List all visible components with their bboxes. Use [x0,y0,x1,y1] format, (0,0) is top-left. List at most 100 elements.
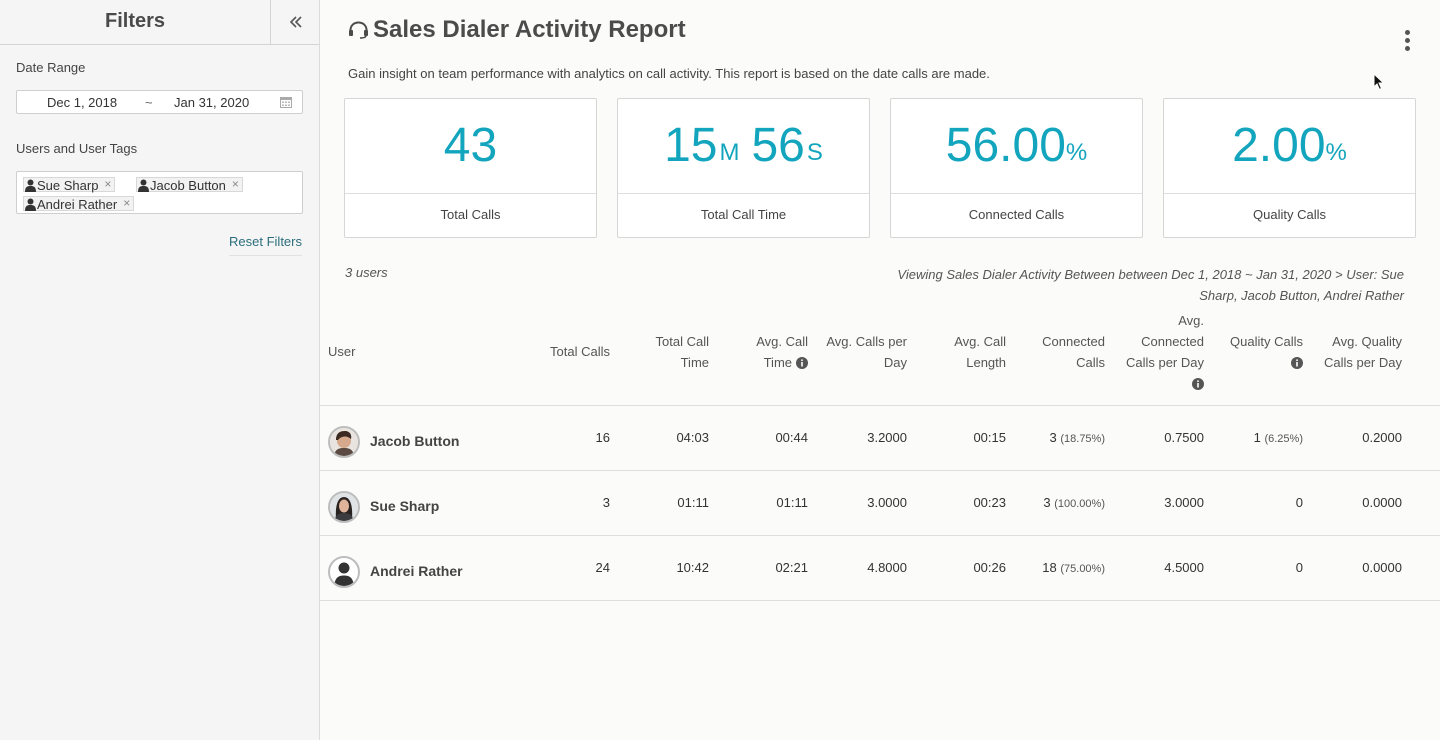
total-calls-cell: 24 [595,560,610,575]
avg-call-time-cell: 02:21 [775,560,808,575]
connected-percent: (75.00%) [1060,563,1105,575]
connected-count: 3 [1049,430,1057,445]
col-header-user[interactable]: User [328,344,356,359]
date-start-input[interactable]: Dec 1, 2018 [47,95,118,110]
tag-andrei-rather: Andrei Rather × [23,196,135,212]
quality-count: 1 [1253,430,1261,445]
viewing-line-2: Sharp, Jacob Button, Andrei Rather [1199,288,1404,303]
card-value: 15 M 56 S [618,99,869,194]
connected-calls-card: 56.00 % Connected Calls [890,98,1143,238]
card-label: Total Call Time [700,207,787,222]
remove-tag-icon[interactable]: × [104,177,112,191]
seconds-value: 56 [751,119,805,172]
calendar-icon[interactable] [280,96,292,108]
avg-connected-per-day-cell: 3.0000 [1164,495,1204,510]
user-name[interactable]: Jacob Button [370,433,460,449]
card-value: 56.00 % [891,99,1142,194]
col-header-avg-call-length[interactable]: Avg. Call Length [954,331,1006,373]
header-line: Avg. Quality [1332,334,1402,349]
header-line: Connected [1042,334,1105,349]
col-header-connected-calls[interactable]: Connected Calls [1042,331,1105,373]
user-icon [334,562,354,586]
connected-calls-cell: 18 (75.00%) [1042,560,1105,575]
header-line: Time [680,355,709,370]
user-name[interactable]: Sue Sharp [370,498,440,514]
header-line: Calls per Day [1125,355,1204,370]
user-count: 3 users [345,265,388,280]
total-calls-cell: 16 [595,430,610,445]
avg-connected-per-day-cell: 0.7500 [1164,430,1204,445]
remove-tag-icon[interactable]: × [123,196,131,210]
table-row[interactable]: Andrei Rather 24 10:42 02:21 4.8000 00:2… [320,536,1440,601]
info-icon[interactable] [1192,377,1204,390]
header-line: Day [883,355,907,370]
collapse-sidebar-button[interactable] [270,0,320,44]
page-subtitle: Gain insight on team performance with an… [348,66,990,81]
remove-tag-icon[interactable]: × [231,177,239,191]
total-call-time-cell: 10:42 [676,560,709,575]
info-icon[interactable] [1291,356,1303,369]
avg-call-length-cell: 00:15 [973,430,1006,445]
user-name[interactable]: Andrei Rather [370,563,463,579]
page-title: Sales Dialer Activity Report [373,16,686,43]
date-range-picker[interactable]: Dec 1, 2018 ~ Jan 31, 2020 [16,90,303,114]
card-label: Connected Calls [968,207,1065,222]
card-value: 43 [345,99,596,194]
connected-calls-value: 56.00 [945,119,1066,172]
avatar [328,556,360,588]
avg-call-length-cell: 00:23 [973,495,1006,510]
col-header-total-call-time[interactable]: Total Call Time [656,331,709,373]
header-line: Total Call [655,334,709,349]
avg-calls-per-day-cell: 3.2000 [867,430,907,445]
quality-percent: (6.25%) [1264,433,1303,445]
user-icon [25,179,36,192]
col-header-avg-connected-per-day[interactable]: Avg. Connected Calls per Day [1126,310,1204,394]
connected-calls-cell: 3 (18.75%) [1050,430,1106,445]
date-end-input[interactable]: Jan 31, 2020 [174,95,250,110]
avg-quality-per-day-cell: 0.0000 [1362,495,1402,510]
seconds-unit: S [806,139,823,166]
total-call-time-cell: 01:11 [677,495,709,510]
total-call-time-card: 15 M 56 S Total Call Time [617,98,870,238]
col-header-avg-call-time[interactable]: Avg. Call Time [756,331,808,373]
avg-quality-per-day-cell: 0.2000 [1362,430,1402,445]
tag-jacob-button: Jacob Button × [136,177,243,193]
header-line: Time [763,355,792,370]
tag-label: Jacob Button [150,178,226,193]
header-line: Calls [1076,355,1105,370]
tag-sue-sharp: Sue Sharp × [23,177,116,193]
header-line: Avg. [1178,313,1204,328]
table-row[interactable]: Sue Sharp 3 01:11 01:11 3.0000 00:23 3 (… [320,471,1440,536]
more-vertical-icon [1402,30,1412,51]
table-row[interactable]: Jacob Button 16 04:03 00:44 3.2000 00:15… [320,406,1440,471]
user-icon [138,179,149,192]
col-header-avg-quality-per-day[interactable]: Avg. Quality Calls per Day [1324,331,1402,373]
header-line: Calls per Day [1323,355,1402,370]
header-line: Avg. Call [756,334,808,349]
users-tags-input[interactable]: Sue Sharp × Jacob Button × Andrei Rather… [16,171,303,214]
avg-call-time-cell: 00:44 [775,430,808,445]
col-header-total-calls[interactable]: Total Calls [550,344,610,359]
quality-count: 0 [1295,495,1303,510]
avg-calls-per-day-cell: 4.8000 [867,560,907,575]
total-calls-card: 43 Total Calls [344,98,597,238]
percent-unit: % [1065,139,1088,166]
avg-connected-per-day-cell: 4.5000 [1164,560,1204,575]
header-line: Avg. Calls per [826,334,907,349]
avg-calls-per-day-cell: 3.0000 [867,495,907,510]
sidebar-title: Filters [104,10,166,32]
quality-calls-cell: 0 [1296,560,1303,575]
reset-filters-link[interactable]: Reset Filters [229,234,302,256]
col-header-avg-calls-per-day[interactable]: Avg. Calls per Day [826,331,907,373]
quality-calls-value: 2.00 [1232,119,1326,172]
info-icon[interactable] [796,356,808,369]
more-options-button[interactable] [1402,30,1412,54]
table-header-divider [320,405,1440,406]
col-header-quality-calls[interactable]: Quality Calls [1230,331,1303,373]
header-line: Avg. Call [954,334,1006,349]
avatar [328,491,360,523]
cursor-icon [1373,73,1385,91]
total-call-time-cell: 04:03 [676,430,709,445]
total-calls-cell: 3 [602,495,610,510]
date-range-label: Date Range [16,60,86,75]
